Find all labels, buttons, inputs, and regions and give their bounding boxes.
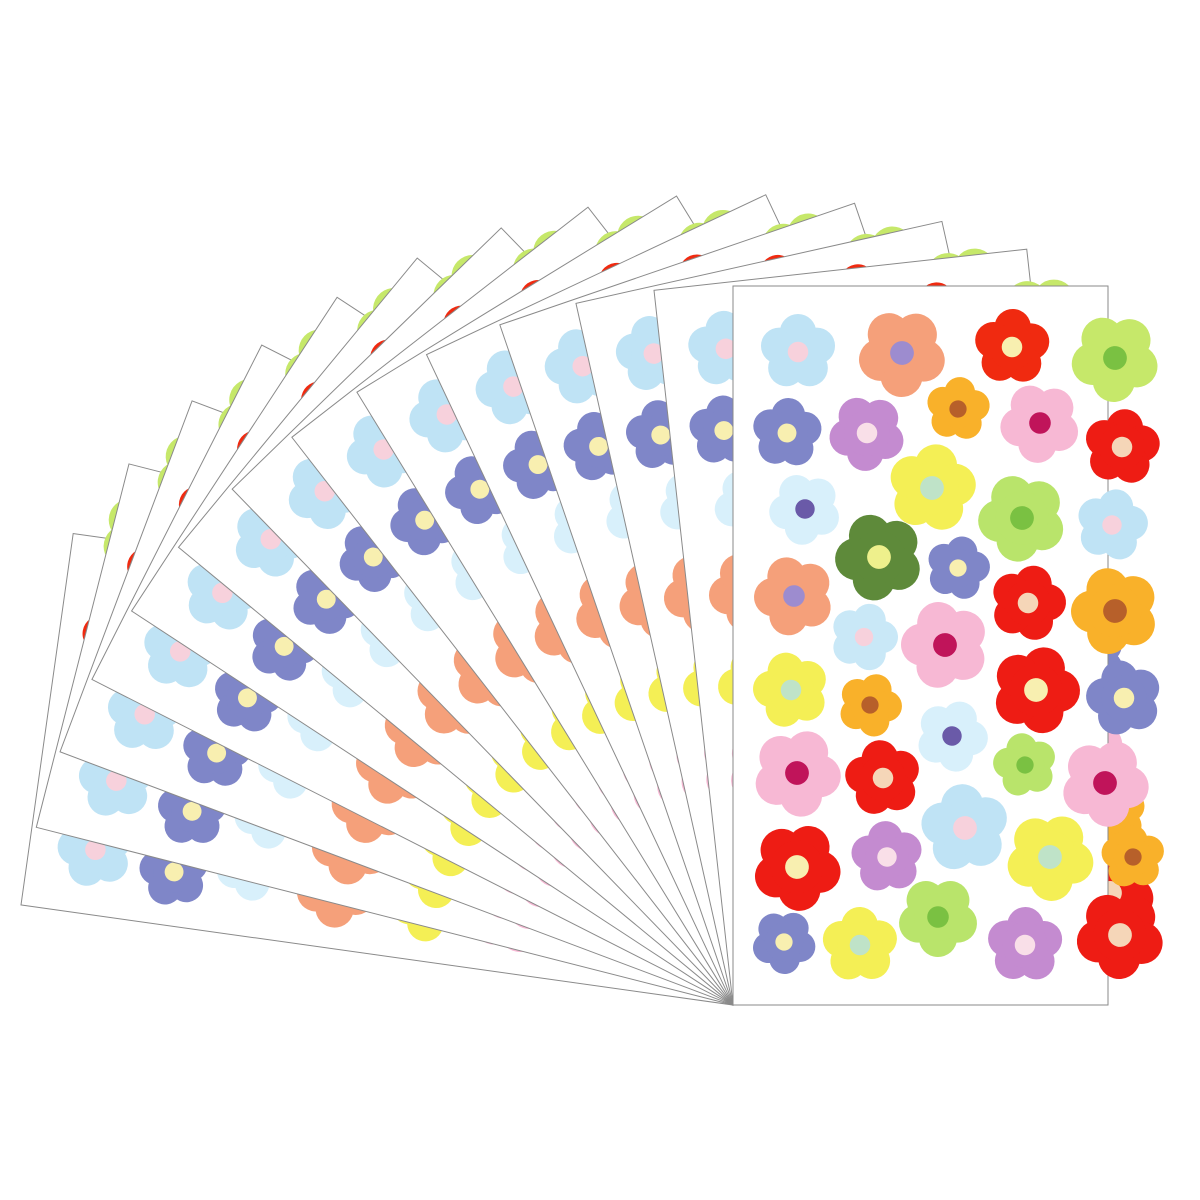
sticker-sheet bbox=[732, 285, 1182, 1006]
